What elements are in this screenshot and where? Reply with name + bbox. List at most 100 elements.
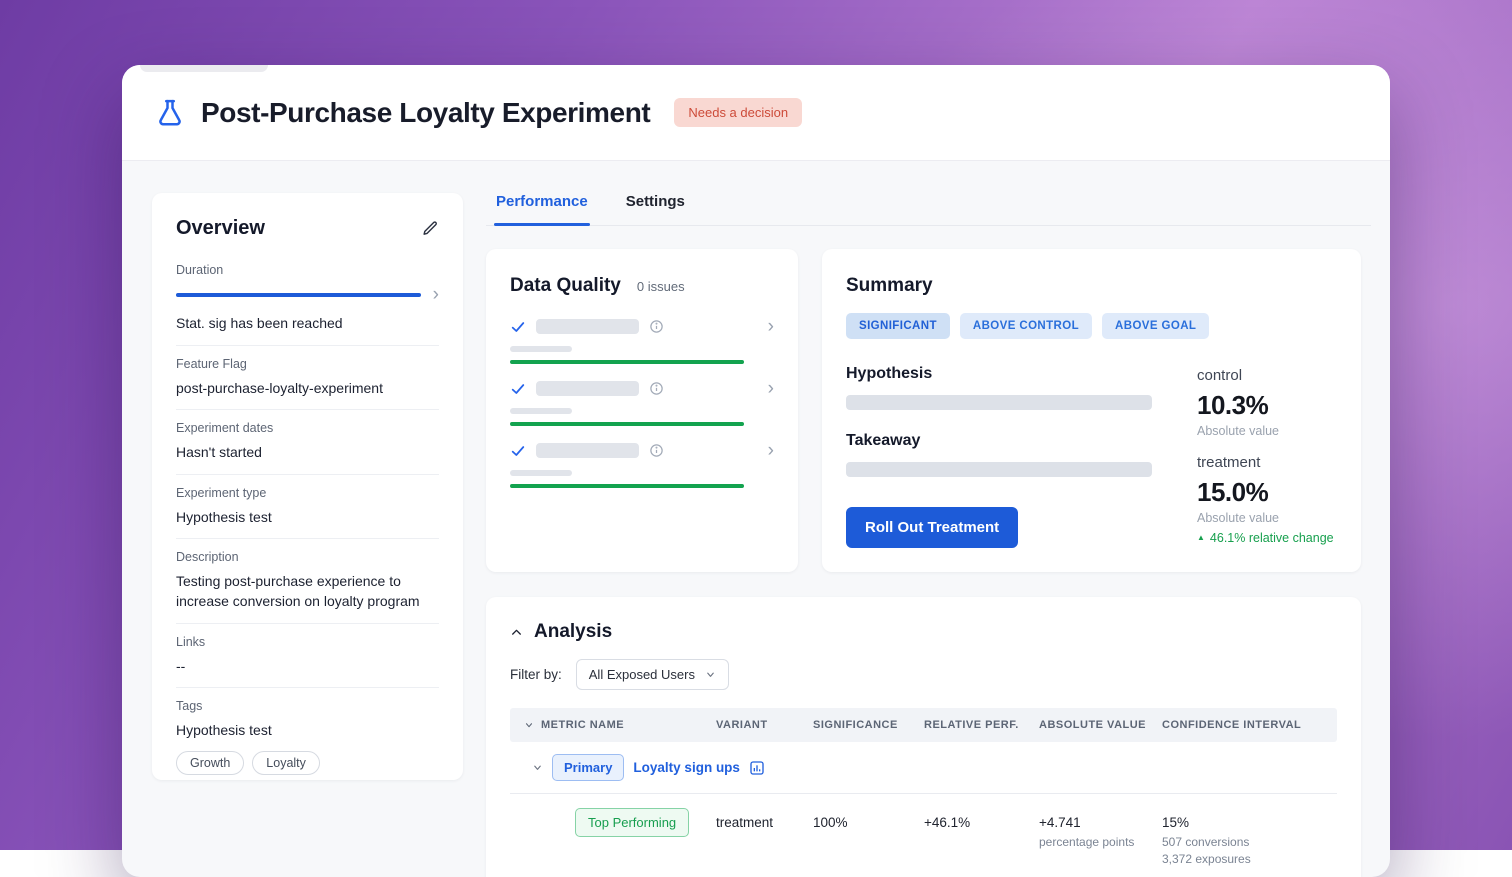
overview-duration-section: Duration › Stat. sig has been reached bbox=[176, 252, 439, 346]
ci-value: 15% bbox=[1162, 815, 1337, 830]
chevron-right-icon[interactable]: › bbox=[768, 441, 774, 460]
quality-progress-bar bbox=[510, 360, 744, 364]
edit-pencil-icon[interactable] bbox=[422, 220, 439, 237]
relative-perf-cell: +46.1% bbox=[924, 808, 1039, 830]
takeaway-heading: Takeaway bbox=[846, 432, 1177, 450]
check-icon bbox=[510, 443, 526, 459]
variant-caption: Absolute value bbox=[1197, 511, 1337, 525]
flask-icon bbox=[155, 97, 185, 129]
chevron-right-icon[interactable]: › bbox=[768, 379, 774, 398]
triangle-up-icon: ▲ bbox=[1197, 534, 1205, 542]
relative-change: ▲ 46.1% relative change bbox=[1197, 531, 1337, 545]
duration-status: Stat. sig has been reached bbox=[176, 314, 439, 334]
field-label: Links bbox=[176, 635, 439, 649]
summary-title: Summary bbox=[846, 275, 933, 296]
tag-chip-loyalty[interactable]: Loyalty bbox=[252, 751, 320, 775]
data-quality-card: Data Quality 0 issues › › bbox=[486, 249, 798, 572]
variant-caption: Absolute value bbox=[1197, 424, 1337, 438]
field-value: Hasn't started bbox=[176, 443, 439, 463]
placeholder-bar-small bbox=[510, 470, 572, 476]
absolute-value-cell: +4.741 percentage points bbox=[1039, 808, 1162, 851]
exposure-filter-dropdown[interactable]: All Exposed Users bbox=[576, 659, 729, 690]
analysis-table-header: METRIC NAME VARIANT SIGNIFICANCE RELATIV… bbox=[510, 708, 1337, 742]
overview-field: Description Testing post-purchase experi… bbox=[176, 539, 439, 623]
chevron-up-icon bbox=[510, 626, 523, 639]
data-quality-title: Data Quality bbox=[510, 275, 621, 297]
col-header-confidence-interval: CONFIDENCE INTERVAL bbox=[1162, 719, 1337, 731]
badge-above-control: ABOVE CONTROL bbox=[960, 313, 1092, 339]
overview-title: Overview bbox=[176, 217, 265, 240]
col-header-metric-name: METRIC NAME bbox=[541, 719, 624, 731]
tags-value: Hypothesis test bbox=[176, 721, 439, 741]
confidence-interval-cell: 15% 507 conversions 3,372 exposures bbox=[1162, 808, 1337, 869]
tag-chip-growth[interactable]: Growth bbox=[176, 751, 244, 775]
col-header-significance: SIGNIFICANCE bbox=[813, 719, 924, 731]
metric-name-link[interactable]: Loyalty sign ups bbox=[633, 760, 740, 775]
hypothesis-heading: Hypothesis bbox=[846, 365, 1177, 383]
variant-name: treatment bbox=[1197, 454, 1337, 471]
overview-field: Experiment type Hypothesis test bbox=[176, 475, 439, 540]
duration-label: Duration bbox=[176, 263, 439, 277]
filter-selected-value: All Exposed Users bbox=[589, 667, 695, 682]
quality-progress-bar bbox=[510, 484, 744, 488]
chevron-down-icon bbox=[705, 669, 716, 680]
badge-significant: SIGNIFICANT bbox=[846, 313, 950, 339]
chevron-right-icon[interactable]: › bbox=[768, 317, 774, 336]
roll-out-treatment-button[interactable]: Roll Out Treatment bbox=[846, 507, 1018, 548]
app-window: Post-Purchase Loyalty Experiment Needs a… bbox=[122, 65, 1390, 877]
field-value: Testing post-purchase experience to incr… bbox=[176, 572, 439, 611]
chevron-down-icon[interactable] bbox=[532, 762, 543, 773]
page-title: Post-Purchase Loyalty Experiment bbox=[201, 97, 650, 129]
issues-count: 0 issues bbox=[637, 279, 685, 294]
analysis-card: Analysis Filter by: All Exposed Users ME… bbox=[486, 597, 1361, 877]
summary-card: Summary SIGNIFICANT ABOVE CONTROL ABOVE … bbox=[822, 249, 1361, 572]
field-value: post-purchase-loyalty-experiment bbox=[176, 379, 439, 399]
significance-cell: 100% bbox=[813, 808, 924, 830]
info-icon bbox=[649, 443, 664, 458]
tab-settings[interactable]: Settings bbox=[624, 183, 687, 225]
absolute-value: +4.741 bbox=[1039, 815, 1162, 830]
field-label: Feature Flag bbox=[176, 357, 439, 371]
analysis-header[interactable]: Analysis bbox=[510, 621, 1337, 643]
col-header-relative-perf: RELATIVE PERF. bbox=[924, 719, 1039, 731]
field-label: Experiment dates bbox=[176, 421, 439, 435]
ci-conversions: 507 conversions bbox=[1162, 834, 1337, 851]
relative-change-text: 46.1% relative change bbox=[1210, 531, 1334, 545]
field-value: Hypothesis test bbox=[176, 508, 439, 528]
placeholder-bar bbox=[846, 462, 1152, 477]
bar-chart-icon[interactable] bbox=[749, 760, 765, 776]
placeholder-bar bbox=[536, 381, 639, 396]
overview-tags-section: Tags Hypothesis test Growth Loyalty bbox=[176, 688, 439, 786]
chevron-right-icon[interactable]: › bbox=[433, 285, 439, 304]
data-quality-check-row[interactable]: › bbox=[510, 379, 774, 426]
overview-field: Experiment dates Hasn't started bbox=[176, 410, 439, 475]
placeholder-bar-small bbox=[510, 408, 572, 414]
tab-performance[interactable]: Performance bbox=[494, 183, 590, 225]
data-quality-check-row[interactable]: › bbox=[510, 317, 774, 364]
placeholder-bar-small bbox=[510, 346, 572, 352]
placeholder-bar bbox=[846, 395, 1152, 410]
check-icon bbox=[510, 319, 526, 335]
info-icon bbox=[649, 319, 664, 334]
variant-result-row[interactable]: Top Performing treatment 100% +46.1% +4.… bbox=[510, 794, 1337, 877]
tab-bar: Performance Settings bbox=[486, 183, 1371, 226]
variant-value: 15.0% bbox=[1197, 477, 1337, 508]
app-header: Post-Purchase Loyalty Experiment Needs a… bbox=[122, 65, 1390, 161]
data-quality-check-row[interactable]: › bbox=[510, 441, 774, 488]
status-badge: Needs a decision bbox=[674, 98, 802, 127]
content-area: Overview Duration › Stat. sig has been r… bbox=[122, 161, 1390, 877]
placeholder-bar bbox=[536, 443, 639, 458]
overview-card: Overview Duration › Stat. sig has been r… bbox=[152, 193, 463, 780]
window-top-tab bbox=[140, 65, 268, 72]
absolute-value-caption: percentage points bbox=[1039, 834, 1162, 851]
overview-field: Links -- bbox=[176, 624, 439, 689]
metric-group-row[interactable]: Primary Loyalty sign ups bbox=[510, 742, 1337, 794]
tags-label: Tags bbox=[176, 699, 439, 713]
duration-progress-bar bbox=[176, 293, 421, 297]
primary-badge: Primary bbox=[552, 754, 624, 781]
field-value: -- bbox=[176, 657, 439, 677]
chevron-down-icon[interactable] bbox=[524, 720, 534, 730]
info-icon bbox=[649, 381, 664, 396]
placeholder-bar bbox=[536, 319, 639, 334]
variant-value: 10.3% bbox=[1197, 390, 1337, 421]
